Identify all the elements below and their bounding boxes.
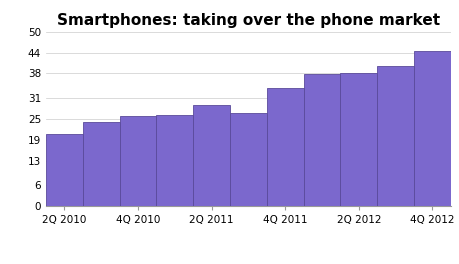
Title: Smartphones: taking over the phone market: Smartphones: taking over the phone marke…: [57, 13, 439, 28]
Bar: [119, 116, 156, 206]
Bar: [156, 115, 193, 206]
Bar: [46, 134, 83, 206]
Bar: [83, 122, 119, 206]
Bar: [193, 105, 230, 206]
Bar: [266, 88, 303, 206]
Bar: [340, 73, 376, 206]
Bar: [303, 74, 340, 206]
Bar: [230, 112, 266, 206]
Bar: [376, 66, 413, 206]
Legend: Smartphones as % of total mobile phone shipments: Smartphones as % of total mobile phone s…: [88, 260, 408, 264]
Bar: [413, 51, 450, 206]
